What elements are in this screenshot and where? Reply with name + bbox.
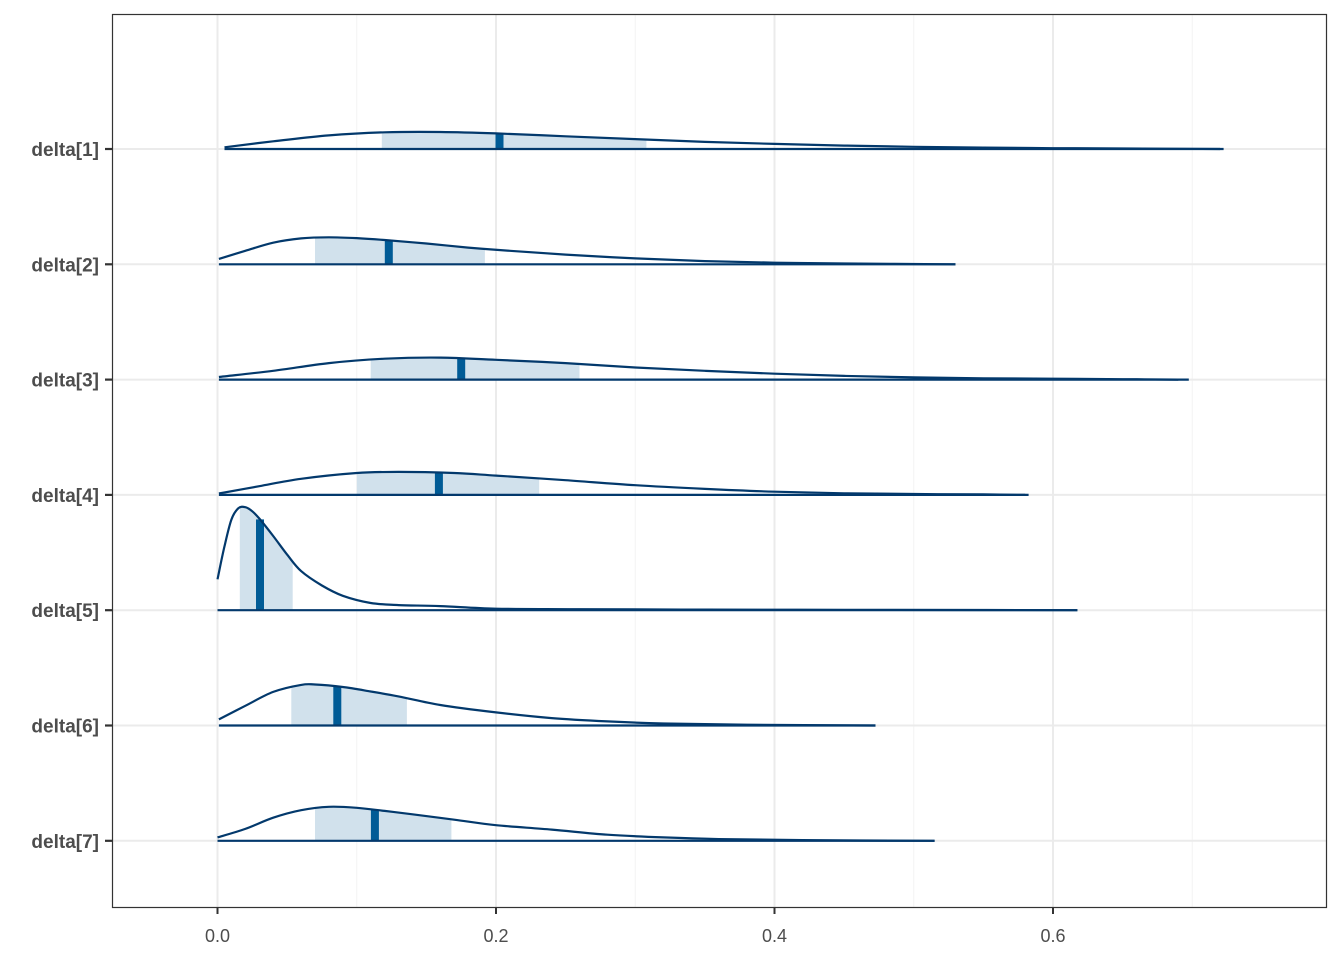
ridge-6: [218, 683, 876, 727]
x-tick-label-1: 0.2: [483, 926, 508, 946]
y-axis: delta[1] delta[2] delta[3] delta[4] delta[5]…: [31, 140, 112, 853]
density-curve-7: [217, 805, 935, 842]
ridge-2: [218, 236, 956, 266]
median-bar-4: [434, 472, 443, 495]
density-ridges: [216, 130, 1224, 842]
median-bar-5: [256, 519, 264, 611]
median-bar-6: [333, 686, 342, 726]
ridge-4: [218, 470, 1029, 496]
interval-area-3: [370, 357, 580, 380]
y-tick-label-1: delta[1]: [31, 140, 99, 161]
interval-area-1: [381, 132, 647, 149]
panel-border: [111, 13, 1328, 909]
median-bar-7: [370, 809, 379, 841]
ridge-7: [217, 805, 935, 842]
y-tick-label-2: delta[2]: [31, 255, 99, 276]
interval-area-6: [291, 684, 407, 726]
median-bar-3: [457, 358, 466, 380]
interval-area-2: [315, 237, 485, 265]
y-tick-label-7: delta[7]: [31, 832, 99, 853]
ridge-5: [216, 505, 1078, 612]
y-tick-label-5: delta[5]: [31, 601, 99, 622]
interval-area-4: [356, 471, 540, 495]
density-curve-2: [218, 236, 956, 266]
x-axis: 0.0 0.2 0.4 0.6: [205, 908, 1066, 946]
median-bar-1: [495, 133, 504, 149]
panel-background: [112, 14, 1327, 908]
ridge-3: [218, 356, 1189, 381]
x-tick-label-2: 0.4: [762, 926, 787, 946]
x-tick-label-0: 0.0: [205, 926, 230, 946]
interval-area-5: [239, 507, 293, 611]
density-curve-6: [218, 683, 876, 727]
y-tick-label-3: delta[3]: [31, 371, 99, 392]
median-bar-2: [384, 240, 393, 265]
x-tick-label-3: 0.6: [1040, 926, 1065, 946]
ridge-1: [224, 130, 1224, 151]
y-tick-label-6: delta[6]: [31, 717, 99, 738]
y-tick-label-4: delta[4]: [31, 486, 99, 507]
